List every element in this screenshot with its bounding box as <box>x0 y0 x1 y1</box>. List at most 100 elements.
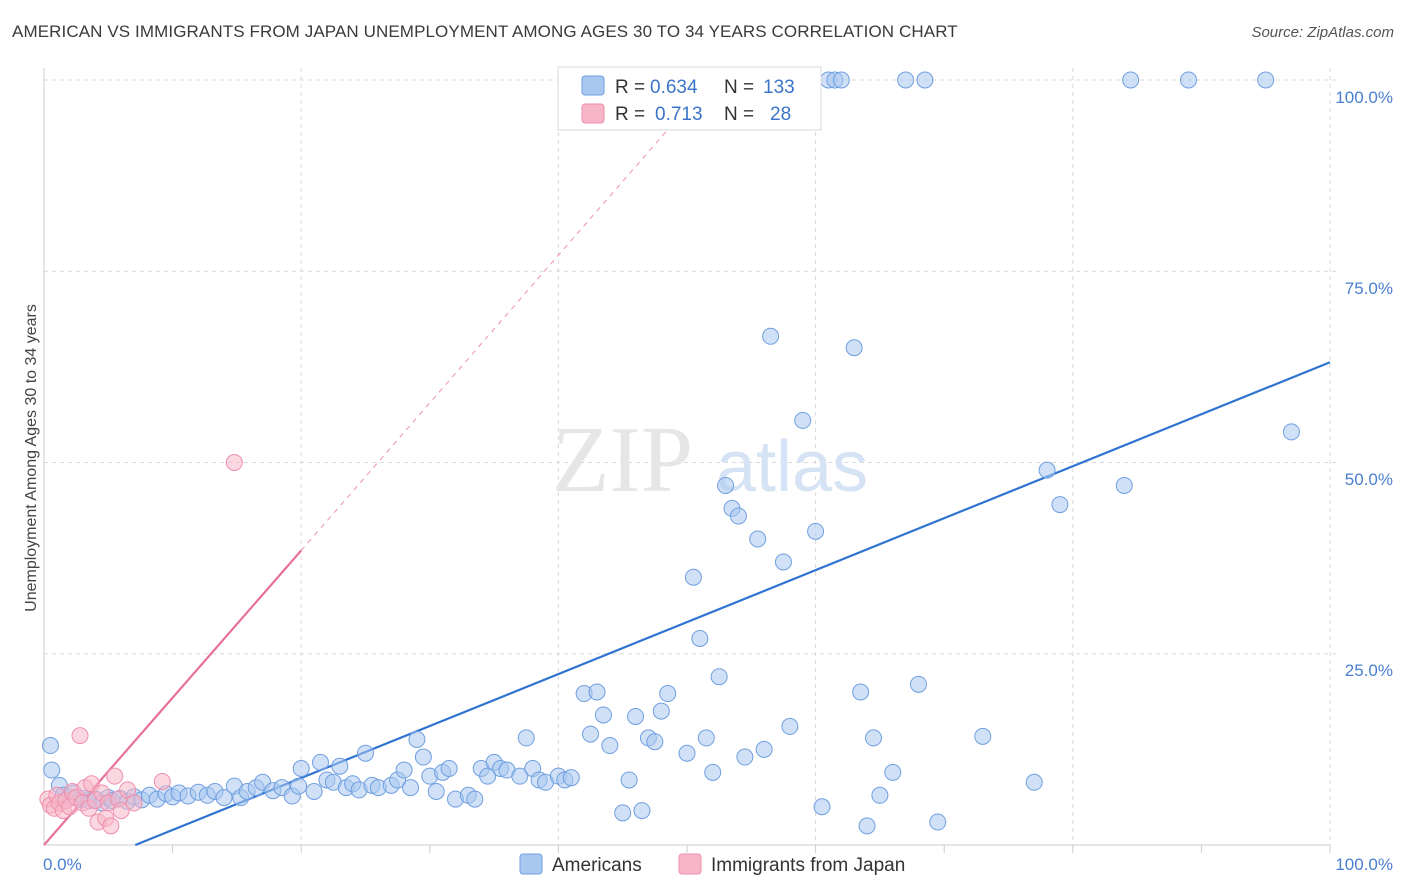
point-americans-62 <box>479 767 497 785</box>
point-japan-20 <box>102 817 120 835</box>
point-americans-114 <box>897 71 915 89</box>
point-americans-87 <box>678 744 696 762</box>
legend-r-value-americans: 0.634 <box>650 77 698 98</box>
point-americans-107 <box>832 71 850 89</box>
point-americans-82 <box>633 802 651 820</box>
legend-n-value-japan: 28 <box>770 104 791 125</box>
point-americans-113 <box>884 763 902 781</box>
point-americans-84 <box>646 733 664 751</box>
point-americans-112 <box>871 786 889 804</box>
point-americans-101 <box>781 717 799 735</box>
trend-line-japan-extension <box>300 129 669 551</box>
point-americans-121 <box>1051 496 1069 514</box>
legend-swatch-japan <box>581 103 605 124</box>
point-americans-67 <box>517 729 535 747</box>
point-americans-35 <box>290 777 308 795</box>
point-japan-27 <box>225 454 243 471</box>
bottom-legend-japan: Immigrants from Japan <box>711 855 905 876</box>
x-tick-label-100: 100.0% <box>1335 855 1393 874</box>
bottom-legend-swatch-americans <box>519 853 543 875</box>
data-points <box>39 71 1300 835</box>
point-americans-60 <box>466 790 484 808</box>
point-americans-92 <box>710 668 728 686</box>
point-americans-100 <box>774 553 792 571</box>
x-tick-label-0: 0.0% <box>43 855 82 874</box>
point-japan-21 <box>106 767 124 785</box>
legend-r-label-americans: R = <box>615 77 645 98</box>
point-americans-111 <box>864 729 882 747</box>
bottom-legend-swatch-japan <box>678 853 702 875</box>
point-americans-119 <box>1025 773 1043 791</box>
point-americans-1 <box>43 761 61 779</box>
point-americans-91 <box>704 763 722 781</box>
point-americans-85 <box>652 702 670 720</box>
chart-source: Source: ZipAtlas.com <box>1251 24 1394 41</box>
point-americans-57 <box>440 760 458 777</box>
y-axis-label: Unemployment Among Ages 30 to 34 years <box>23 304 40 612</box>
point-americans-123 <box>1122 71 1140 89</box>
point-americans-126 <box>1282 423 1300 441</box>
bottom-legend-americans: Americans <box>552 855 642 876</box>
point-americans-120 <box>1038 461 1056 479</box>
point-americans-80 <box>620 771 638 789</box>
point-americans-117 <box>929 813 947 831</box>
point-americans-73 <box>562 769 580 787</box>
point-japan-25 <box>125 794 143 812</box>
point-americans-109 <box>852 683 870 701</box>
chart-title: AMERICAN VS IMMIGRANTS FROM JAPAN UNEMPL… <box>12 22 958 41</box>
point-americans-110 <box>858 817 876 835</box>
point-americans-89 <box>691 629 709 647</box>
legend-r-value-japan: 0.713 <box>655 104 703 125</box>
point-americans-90 <box>697 729 715 747</box>
point-americans-37 <box>305 782 323 800</box>
point-americans-122 <box>1115 476 1133 494</box>
y-tick-label-25: 25.0% <box>1345 661 1393 680</box>
point-japan-26 <box>153 773 171 791</box>
legend-n-value-americans: 133 <box>763 77 795 98</box>
point-americans-115 <box>909 675 927 693</box>
point-americans-41 <box>331 757 349 775</box>
point-americans-45 <box>357 744 374 762</box>
point-americans-102 <box>794 411 812 429</box>
point-americans-79 <box>614 804 632 822</box>
point-americans-98 <box>755 740 773 758</box>
point-americans-66 <box>511 767 529 785</box>
point-americans-75 <box>582 725 600 743</box>
y-tick-label-100: 100.0% <box>1335 88 1393 107</box>
y-tick-label-50: 50.0% <box>1345 470 1393 489</box>
point-americans-99 <box>762 327 780 345</box>
bottom-legend: Americans Immigrants from Japan <box>519 853 905 876</box>
point-americans-116 <box>916 71 934 89</box>
point-americans-0 <box>41 737 59 755</box>
gridlines <box>44 68 1336 853</box>
point-americans-104 <box>813 798 831 816</box>
point-americans-96 <box>736 748 754 766</box>
point-americans-76 <box>588 683 606 701</box>
point-americans-50 <box>395 761 413 779</box>
point-americans-118 <box>974 727 992 745</box>
watermark-zip: ZIP <box>552 408 693 512</box>
point-americans-124 <box>1180 71 1198 89</box>
watermark: ZIP atlas <box>552 408 868 512</box>
legend-r-label-japan: R = <box>615 104 645 125</box>
point-japan-23 <box>112 802 130 820</box>
point-americans-26 <box>215 789 233 807</box>
point-americans-51 <box>402 779 420 797</box>
point-americans-86 <box>659 685 677 703</box>
point-americans-103 <box>807 522 825 540</box>
point-americans-125 <box>1257 71 1275 89</box>
y-tick-label-75: 75.0% <box>1345 279 1393 298</box>
legend: R = 0.634 N = 133 R = 0.713 N = 28 <box>557 66 822 131</box>
point-americans-53 <box>414 748 432 766</box>
point-americans-36 <box>292 760 310 777</box>
point-americans-38 <box>311 753 329 771</box>
point-americans-95 <box>729 507 747 525</box>
point-americans-81 <box>627 707 645 725</box>
point-americans-93 <box>717 476 735 494</box>
point-americans-52 <box>408 730 426 748</box>
point-americans-55 <box>427 782 445 800</box>
watermark-atlas: atlas <box>716 427 868 507</box>
point-japan-10 <box>71 727 89 745</box>
point-americans-77 <box>594 706 612 724</box>
